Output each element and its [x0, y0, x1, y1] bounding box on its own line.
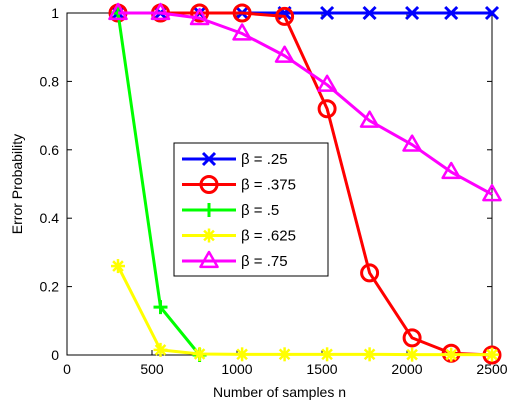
x-tick-label: 2500	[476, 361, 507, 377]
data-point	[444, 347, 459, 362]
data-point	[275, 6, 295, 26]
data-point	[201, 151, 217, 167]
data-point	[189, 7, 210, 26]
data-point	[444, 5, 459, 21]
series-layer	[108, 2, 502, 365]
data-point	[108, 2, 128, 21]
data-point	[232, 23, 252, 41]
data-point	[153, 342, 168, 357]
data-point	[111, 259, 125, 274]
data-point	[402, 328, 422, 348]
y-tick-label: 0.4	[40, 210, 60, 226]
x-tick-label: 500	[140, 361, 164, 377]
y-tick-label: 0	[51, 347, 59, 363]
x-tick-label: 1000	[221, 361, 252, 377]
legend-entry: β = .5	[182, 202, 279, 219]
data-point	[484, 5, 500, 21]
data-point	[277, 347, 292, 362]
data-point	[359, 110, 380, 128]
data-point	[190, 3, 210, 23]
data-point	[317, 99, 337, 119]
data-point	[192, 346, 207, 361]
legend-label: β = .75	[241, 253, 288, 270]
data-point	[202, 228, 216, 243]
data-point	[360, 263, 380, 283]
legend-label: β = .625	[241, 228, 296, 245]
x-axis-label: Number of samples n	[213, 384, 346, 400]
data-point	[362, 5, 377, 21]
axis-ticks: 0 500 1000 1500 2000 2500 0 0.2 0.4 0.6 0.8 1	[40, 5, 508, 377]
legend-entry: β = .375	[182, 175, 296, 194]
data-point	[150, 2, 171, 21]
data-point	[153, 300, 168, 315]
series-line	[118, 11, 493, 357]
data-point	[317, 74, 337, 92]
series-2	[111, 6, 207, 362]
data-point	[362, 347, 377, 362]
data-point	[274, 45, 295, 63]
data-point	[320, 347, 335, 362]
legend: β = .25 β = .375 β = .5 β = .625 β = .75	[173, 142, 329, 277]
data-point	[199, 250, 219, 269]
y-tick-label: 1	[51, 5, 59, 21]
data-point	[485, 347, 499, 362]
x-tick-label: 1500	[306, 361, 337, 377]
data-point	[235, 347, 250, 362]
series-line	[116, 265, 492, 357]
series-line	[118, 11, 493, 196]
data-point	[402, 134, 422, 152]
legend-label: β = .5	[241, 202, 279, 219]
legend-label: β = .25	[241, 151, 288, 168]
x-tick-label: 0	[63, 361, 71, 377]
data-point	[320, 5, 335, 21]
y-tick-label: 0.8	[40, 73, 60, 89]
legend-entry: β = .625	[182, 228, 296, 245]
y-tick-label: 0.2	[40, 279, 60, 295]
data-point	[202, 203, 216, 217]
data-point	[199, 175, 219, 194]
y-tick-label: 0.6	[40, 142, 60, 158]
legend-label: β = .375	[241, 177, 296, 194]
legend-entry: β = .25	[182, 151, 288, 168]
series-3	[111, 259, 499, 362]
series-4	[108, 2, 502, 202]
data-point	[405, 5, 420, 21]
data-point	[405, 347, 420, 362]
data-point	[482, 184, 502, 202]
y-axis-label: Error Probability	[9, 134, 25, 234]
data-point	[441, 161, 461, 180]
data-point	[232, 3, 252, 23]
legend-entry: β = .75	[182, 250, 288, 270]
x-tick-label: 2000	[391, 361, 422, 377]
